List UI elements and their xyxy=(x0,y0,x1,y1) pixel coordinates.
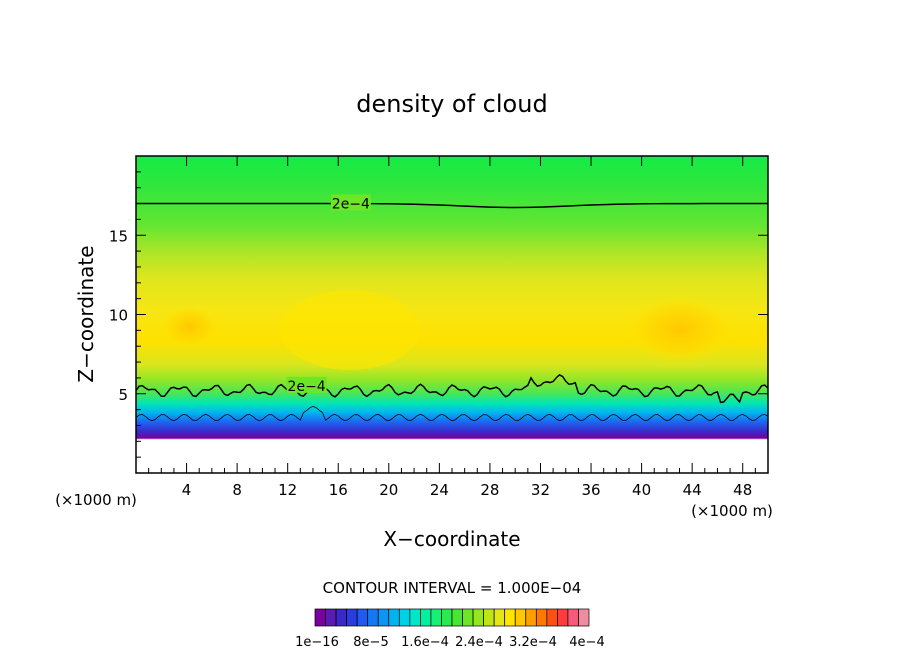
colorbar-labels: 1e−16 8e−5 1.6e−4 2.4e−4 3.2e−4 4e−4 xyxy=(295,635,605,650)
x-axis-label: X−coordinate xyxy=(383,527,520,551)
contour-label: 2e−4 xyxy=(288,379,326,395)
colorbar-swatch xyxy=(441,608,453,627)
colorbar-label: 1.6e−4 xyxy=(401,635,449,650)
contour-interval-text: CONTOUR INTERVAL = 1.000E−04 xyxy=(323,579,582,597)
high-density-region xyxy=(280,290,420,370)
colorbar-swatch xyxy=(557,608,569,627)
colorbar-swatch xyxy=(314,608,326,627)
colorbar-swatch xyxy=(493,608,506,627)
y-tick-label: 10 xyxy=(109,307,128,325)
y-axis-label: Z−coordinate xyxy=(74,245,98,382)
y-axis-ticks: 5 10 15 xyxy=(109,171,768,458)
colorbar-swatch xyxy=(472,608,484,627)
colorbar-swatch xyxy=(325,608,337,627)
x-tick-label: 12 xyxy=(278,481,297,499)
contour-line-lower xyxy=(136,374,768,404)
x-tick-label: 36 xyxy=(581,481,600,499)
colorbar-swatch xyxy=(546,608,558,627)
chart-title: density of cloud xyxy=(356,90,547,118)
x-unit-label: (×1000 m) xyxy=(691,502,773,520)
x-axis-ticks: 4 8 12 16 20 24 28 32 36 40 44 48 xyxy=(148,156,756,499)
x-tick-label: 4 xyxy=(182,481,192,499)
x-tick-label: 20 xyxy=(379,481,398,499)
colorbar-swatch xyxy=(514,608,527,627)
colorbar-swatch xyxy=(367,608,379,627)
colorbar-swatch xyxy=(535,608,548,627)
colorbar-swatch xyxy=(504,608,516,627)
colorbar-swatch xyxy=(567,608,579,627)
x-tick-label: 40 xyxy=(632,481,651,499)
colorbar-swatch xyxy=(356,608,369,627)
colorbar-swatch xyxy=(462,608,474,627)
contour-label: 2e−4 xyxy=(332,197,370,213)
contour-lines: 2e−4 2e−4 xyxy=(136,194,768,422)
colorbar-swatch xyxy=(377,608,390,627)
colorbar-swatch xyxy=(398,608,411,627)
x-tick-label: 28 xyxy=(480,481,499,499)
colorbar-label: 8e−5 xyxy=(353,635,388,650)
colorbar-swatch xyxy=(483,608,495,627)
x-tick-label: 48 xyxy=(733,481,752,499)
x-tick-label: 24 xyxy=(430,481,449,499)
colorbar-swatch xyxy=(388,608,400,627)
density-field: 2e−4 2e−4 xyxy=(136,156,768,473)
high-density-region xyxy=(625,295,735,365)
x-tick-label: 16 xyxy=(329,481,348,499)
colorbar xyxy=(314,608,590,627)
colorbar-label: 3.2e−4 xyxy=(509,635,557,650)
x-tick-label: 8 xyxy=(232,481,242,499)
colorbar-swatch xyxy=(420,608,432,627)
contour-label-bg xyxy=(330,194,371,211)
x-tick-label: 44 xyxy=(683,481,702,499)
colorbar-swatch xyxy=(578,608,590,627)
y-tick-label: 5 xyxy=(118,386,128,404)
high-density-region xyxy=(160,305,220,349)
x-unit-label-left: (×1000 m) xyxy=(55,491,137,509)
colorbar-swatch xyxy=(451,608,463,627)
colorbar-swatch xyxy=(525,608,537,627)
colorbar-swatch xyxy=(430,608,442,627)
x-tick-label: 32 xyxy=(531,481,550,499)
contour-line-thin xyxy=(136,406,768,422)
colorbar-swatch xyxy=(335,608,347,627)
colorbar-label: 2.4e−4 xyxy=(455,635,503,650)
y-tick-label: 15 xyxy=(109,227,128,245)
colorbar-label: 4e−4 xyxy=(569,635,604,650)
colorbar-swatch xyxy=(409,608,421,627)
colorbar-label: 1e−16 xyxy=(295,635,339,650)
colorbar-swatch xyxy=(346,608,358,627)
contour-line-upper xyxy=(136,202,768,209)
contour-label-bg xyxy=(286,376,327,393)
